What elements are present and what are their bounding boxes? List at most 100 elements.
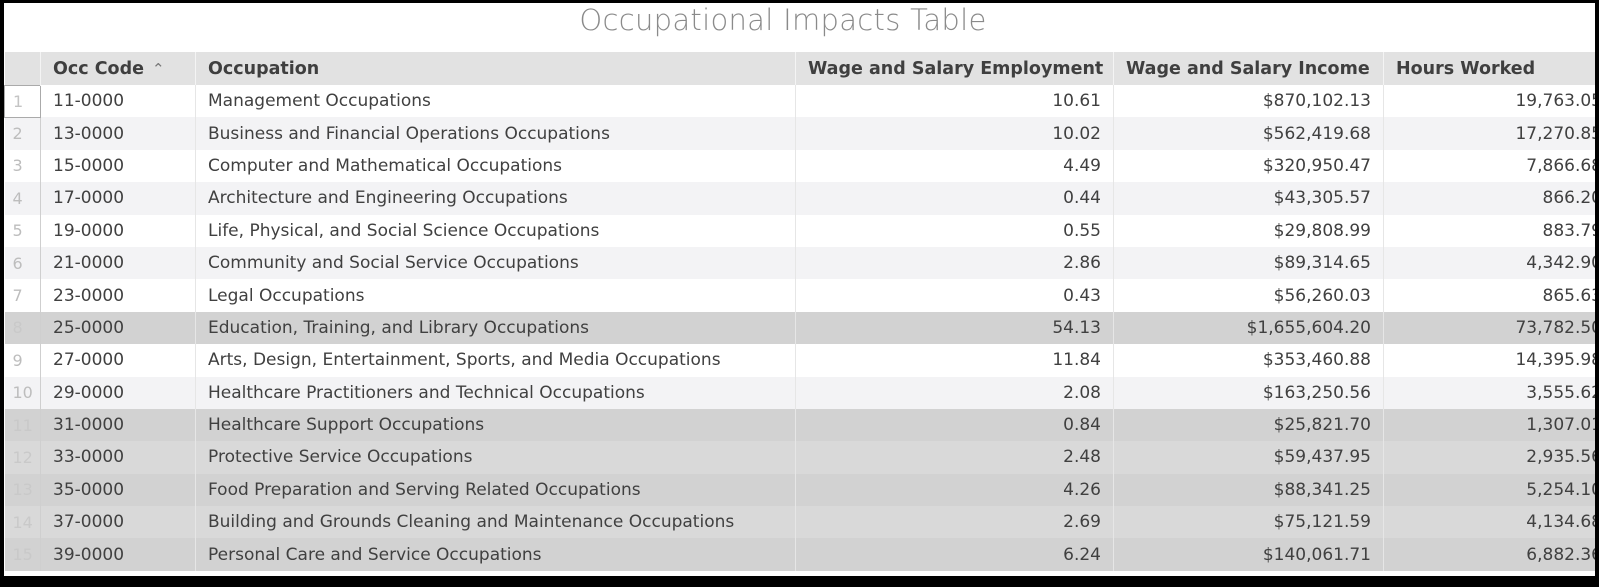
employment-cell[interactable]: 0.43 bbox=[795, 279, 1114, 312]
occ-code-cell[interactable]: 29-0000 bbox=[40, 376, 196, 409]
occ-code-cell[interactable]: 17-0000 bbox=[40, 182, 196, 215]
table-row[interactable]: 2 13-0000 Business and Financial Operation… bbox=[4, 117, 1595, 150]
row-index-cell[interactable]: 14 bbox=[4, 506, 41, 539]
table-row[interactable]: 9 27-0000 Arts, Design, Entertainment, Spo… bbox=[4, 344, 1595, 377]
employment-cell[interactable]: 0.84 bbox=[795, 408, 1114, 442]
occupation-cell[interactable]: Management Occupations bbox=[195, 85, 796, 118]
hours-cell[interactable]: 14,395.98 bbox=[1383, 344, 1595, 377]
row-index-cell[interactable]: 10 bbox=[4, 376, 41, 409]
occ-code-cell[interactable]: 25-0000 bbox=[40, 311, 196, 345]
income-cell[interactable]: $163,250.56 bbox=[1113, 376, 1384, 409]
occ-code-cell[interactable]: 11-0000 bbox=[40, 85, 196, 118]
table-row[interactable]: 6 21-0000 Community and Social Service Occ… bbox=[4, 246, 1595, 280]
row-index-cell[interactable]: 5 bbox=[4, 214, 41, 247]
row-index-cell[interactable]: 15 bbox=[4, 538, 41, 571]
row-index-cell[interactable]: 1 bbox=[4, 84, 41, 118]
occupation-cell[interactable]: Healthcare Support Occupations bbox=[195, 408, 796, 442]
income-cell[interactable]: $29,808.99 bbox=[1113, 214, 1384, 247]
income-cell[interactable]: $1,655,604.20 bbox=[1113, 311, 1384, 345]
row-index-cell[interactable]: 4 bbox=[4, 182, 41, 215]
occ-code-cell[interactable]: 13-0000 bbox=[40, 117, 196, 150]
occ-code-column-header[interactable]: Occ Code ⌃ bbox=[40, 52, 196, 85]
employment-cell[interactable]: 54.13 bbox=[795, 311, 1114, 345]
income-cell[interactable]: $75,121.59 bbox=[1113, 506, 1384, 539]
table-row[interactable]: 10 29-0000 Healthcare Practitioners and Te… bbox=[4, 376, 1595, 409]
employment-cell[interactable]: 2.86 bbox=[795, 246, 1114, 280]
occupation-cell[interactable]: Protective Service Occupations bbox=[195, 441, 796, 474]
occupation-cell[interactable]: Legal Occupations bbox=[195, 279, 796, 312]
income-cell[interactable]: $25,821.70 bbox=[1113, 408, 1384, 442]
table-row[interactable]: 8 25-0000 Education, Training, and Library… bbox=[4, 311, 1595, 345]
employment-cell[interactable]: 2.48 bbox=[795, 441, 1114, 474]
occupation-cell[interactable]: Life, Physical, and Social Science Occup… bbox=[195, 214, 796, 247]
income-cell[interactable]: $140,061.71 bbox=[1113, 538, 1384, 571]
employment-cell[interactable]: 6.24 bbox=[795, 538, 1114, 571]
hours-cell[interactable]: 17,270.85 bbox=[1383, 117, 1595, 150]
employment-cell[interactable]: 10.61 bbox=[795, 85, 1114, 118]
hours-cell[interactable]: 883.79 bbox=[1383, 214, 1595, 247]
hours-column-header[interactable]: Hours Worked bbox=[1383, 52, 1595, 85]
table-row[interactable]: 3 15-0000 Computer and Mathematical Occupa… bbox=[4, 149, 1595, 183]
employment-cell[interactable]: 2.69 bbox=[795, 506, 1114, 539]
occupation-cell[interactable]: Building and Grounds Cleaning and Mainte… bbox=[195, 506, 796, 539]
occupation-cell[interactable]: Architecture and Engineering Occupations bbox=[195, 182, 796, 215]
employment-cell[interactable]: 0.44 bbox=[795, 182, 1114, 215]
hours-cell[interactable]: 73,782.50 bbox=[1383, 311, 1595, 345]
occ-code-cell[interactable]: 27-0000 bbox=[40, 344, 196, 377]
employment-cell[interactable]: 0.55 bbox=[795, 214, 1114, 247]
hours-cell[interactable]: 865.63 bbox=[1383, 279, 1595, 312]
occ-code-cell[interactable]: 33-0000 bbox=[40, 441, 196, 474]
hours-cell[interactable]: 3,555.62 bbox=[1383, 376, 1595, 409]
income-cell[interactable]: $320,950.47 bbox=[1113, 149, 1384, 183]
hours-cell[interactable]: 5,254.10 bbox=[1383, 473, 1595, 507]
table-row[interactable]: 15 39-0000 Personal Care and Service Occup… bbox=[4, 538, 1595, 571]
hours-cell[interactable]: 6,882.36 bbox=[1383, 538, 1595, 571]
table-row[interactable]: 14 37-0000 Building and Grounds Cleaning a… bbox=[4, 506, 1595, 539]
table-row[interactable]: 5 19-0000 Life, Physical, and Social Scien… bbox=[4, 214, 1595, 247]
row-index-cell[interactable]: 6 bbox=[4, 246, 41, 280]
occupation-cell[interactable]: Computer and Mathematical Occupations bbox=[195, 149, 796, 183]
occupation-cell[interactable]: Personal Care and Service Occupations bbox=[195, 538, 796, 571]
occupation-column-header[interactable]: Occupation bbox=[195, 52, 796, 85]
occupation-cell[interactable]: Community and Social Service Occupations bbox=[195, 246, 796, 280]
employment-cell[interactable]: 4.26 bbox=[795, 473, 1114, 507]
employment-cell[interactable]: 11.84 bbox=[795, 344, 1114, 377]
hours-cell[interactable]: 866.20 bbox=[1383, 182, 1595, 215]
income-cell[interactable]: $89,314.65 bbox=[1113, 246, 1384, 280]
occ-code-cell[interactable]: 21-0000 bbox=[40, 246, 196, 280]
occ-code-cell[interactable]: 31-0000 bbox=[40, 408, 196, 442]
income-cell[interactable]: $43,305.57 bbox=[1113, 182, 1384, 215]
employment-cell[interactable]: 2.08 bbox=[795, 376, 1114, 409]
hours-cell[interactable]: 1,307.01 bbox=[1383, 408, 1595, 442]
employment-column-header[interactable]: Wage and Salary Employment bbox=[795, 52, 1114, 85]
sort-ascending-icon[interactable]: ⌃ bbox=[151, 59, 165, 78]
table-row[interactable]: 12 33-0000 Protective Service Occupations 2… bbox=[4, 441, 1595, 474]
row-index-cell[interactable]: 7 bbox=[4, 279, 41, 312]
row-index-cell[interactable]: 12 bbox=[4, 441, 41, 474]
occupation-cell[interactable]: Food Preparation and Serving Related Occ… bbox=[195, 473, 796, 507]
hours-cell[interactable]: 4,134.68 bbox=[1383, 506, 1595, 539]
income-column-header[interactable]: Wage and Salary Income bbox=[1113, 52, 1384, 85]
hours-cell[interactable]: 2,935.56 bbox=[1383, 441, 1595, 474]
income-cell[interactable]: $353,460.88 bbox=[1113, 344, 1384, 377]
row-index-cell[interactable]: 9 bbox=[4, 344, 41, 377]
income-cell[interactable]: $562,419.68 bbox=[1113, 117, 1384, 150]
hours-cell[interactable]: 4,342.90 bbox=[1383, 246, 1595, 280]
hours-cell[interactable]: 19,763.05 bbox=[1383, 85, 1595, 118]
table-row[interactable]: 1 11-0000 Management Occupations 10.61 $870,… bbox=[4, 84, 1595, 118]
table-row[interactable]: 13 35-0000 Food Preparation and Serving Re… bbox=[4, 473, 1595, 507]
table-row[interactable]: 11 31-0000 Healthcare Support Occupations 0… bbox=[4, 408, 1595, 442]
hours-cell[interactable]: 7,866.68 bbox=[1383, 149, 1595, 183]
table-row[interactable]: 7 23-0000 Legal Occupations 0.43 $56,260.03 8… bbox=[4, 279, 1595, 312]
occupation-cell[interactable]: Arts, Design, Entertainment, Sports, and… bbox=[195, 344, 796, 377]
income-cell[interactable]: $56,260.03 bbox=[1113, 279, 1384, 312]
income-cell[interactable]: $59,437.95 bbox=[1113, 441, 1384, 474]
occupation-cell[interactable]: Education, Training, and Library Occupat… bbox=[195, 311, 796, 345]
occ-code-cell[interactable]: 35-0000 bbox=[40, 473, 196, 507]
occupation-cell[interactable]: Business and Financial Operations Occupa… bbox=[195, 117, 796, 150]
occupation-cell[interactable]: Healthcare Practitioners and Technical O… bbox=[195, 376, 796, 409]
occ-code-cell[interactable]: 23-0000 bbox=[40, 279, 196, 312]
row-index-cell[interactable]: 11 bbox=[4, 408, 41, 442]
row-index-cell[interactable]: 13 bbox=[4, 473, 41, 507]
table-row[interactable]: 4 17-0000 Architecture and Engineering Occ… bbox=[4, 182, 1595, 215]
